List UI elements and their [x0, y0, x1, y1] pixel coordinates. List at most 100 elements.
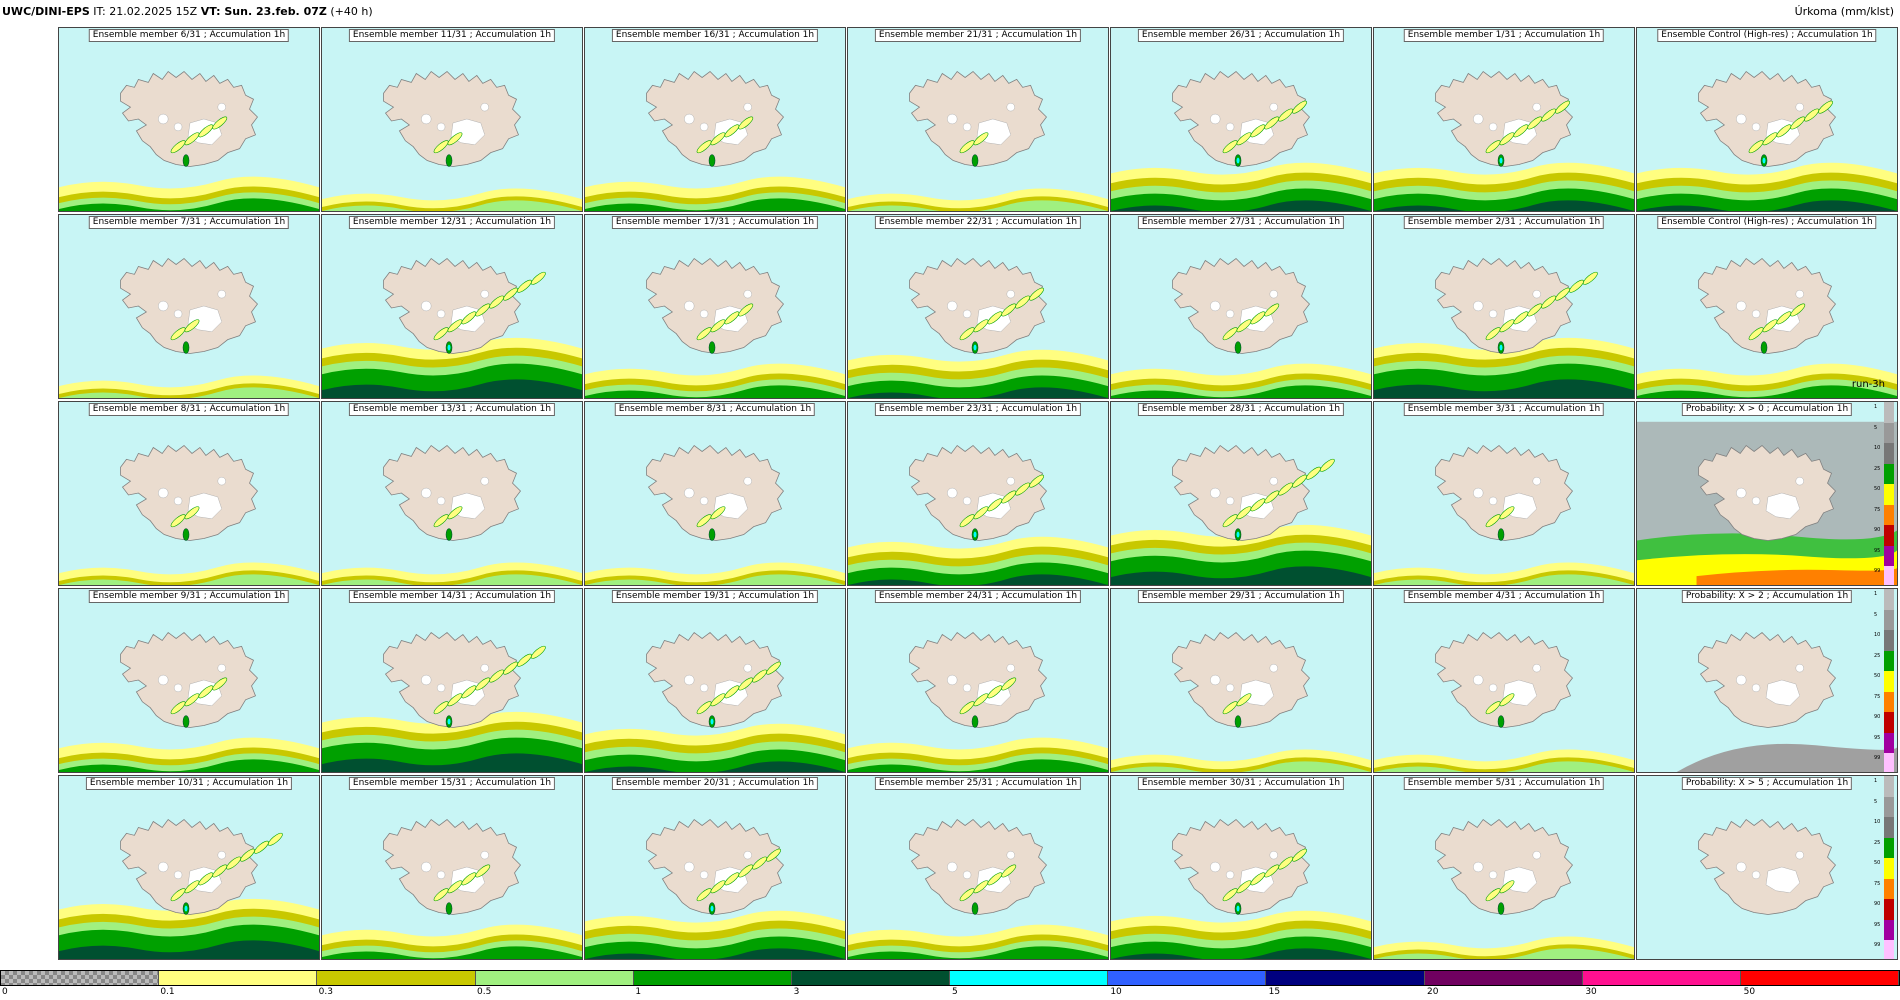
precipitation-map — [848, 28, 1108, 211]
ensemble-member-panel: Ensemble Control (High-res) ; Accumulati… — [1636, 214, 1898, 399]
probability-scale-segment — [1884, 858, 1894, 879]
panel-title: Probability: X > 5 ; Accumulation 1h — [1681, 777, 1853, 790]
panel-title: Ensemble member 3/31 ; Accumulation 1h — [1403, 403, 1605, 416]
probability-scale-segment — [1884, 878, 1894, 900]
probability-scale-segment — [1884, 919, 1894, 941]
precipitation-map — [1637, 28, 1897, 211]
probability-scale-label: 10 — [1874, 819, 1881, 826]
legend-swatch — [950, 971, 1109, 985]
probability-scale-segment — [1884, 712, 1894, 733]
probability-scale-segment — [1884, 650, 1894, 672]
panel-title: Ensemble member 15/31 ; Accumulation 1h — [348, 777, 556, 790]
precipitation-map — [585, 402, 845, 585]
model-name: UWC/DINI-EPS — [2, 5, 90, 18]
panel-title: Ensemble member 2/31 ; Accumulation 1h — [1403, 216, 1605, 229]
ensemble-member-panel: Ensemble member 19/31 ; Accumulation 1h — [584, 588, 846, 773]
ensemble-member-panel: Ensemble member 13/31 ; Accumulation 1h — [321, 401, 583, 586]
probability-scale-label: 10 — [1874, 632, 1881, 639]
panel-title: Ensemble member 8/31 ; Accumulation 1h — [88, 403, 290, 416]
legend-label: 30 — [1585, 987, 1597, 997]
precipitation-map — [322, 589, 582, 772]
precipitation-map — [1374, 28, 1634, 211]
ensemble-member-panel: Ensemble member 5/31 ; Accumulation 1h — [1373, 775, 1635, 960]
legend-label: 1 — [635, 987, 642, 997]
header-left: UWC/DINI-EPS IT: 21.02.2025 15Z VT: Sun.… — [2, 5, 373, 18]
probability-scale-segment — [1884, 753, 1894, 772]
probability-scale-label: 95 — [1874, 734, 1881, 741]
precipitation-map — [848, 589, 1108, 772]
precipitation-map — [59, 402, 319, 585]
probability-scale-label: 5 — [1874, 798, 1878, 805]
panel-title: Ensemble member 19/31 ; Accumulation 1h — [611, 590, 819, 603]
precipitation-map — [1374, 402, 1634, 585]
ensemble-member-panel: Ensemble member 24/31 ; Accumulation 1h — [847, 588, 1109, 773]
probability-scale-segment — [1884, 817, 1894, 838]
probability-scale-segment — [1884, 463, 1894, 485]
ensemble-member-panel: Ensemble member 23/31 ; Accumulation 1h — [847, 401, 1109, 586]
precipitation-map — [59, 215, 319, 398]
legend-swatch — [1740, 971, 1900, 985]
precipitation-map — [59, 776, 319, 959]
panel-title: Ensemble member 26/31 ; Accumulation 1h — [1137, 29, 1345, 42]
valid-time: VT: Sun. 23.feb. 07Z — [200, 5, 327, 18]
probability-scale-segment — [1884, 630, 1894, 651]
legend-swatch — [791, 971, 951, 985]
ensemble-member-panel: Ensemble member 17/31 ; Accumulation 1h — [584, 214, 846, 399]
legend-label: 0.5 — [477, 987, 492, 997]
precipitation-map — [585, 215, 845, 398]
panel-title: Ensemble member 14/31 ; Accumulation 1h — [348, 590, 556, 603]
legend-swatch — [1266, 971, 1425, 985]
precipitation-map — [1111, 776, 1371, 959]
precipitation-map — [1111, 589, 1371, 772]
probability-scale-segment — [1884, 691, 1894, 713]
probability-scale-segment — [1884, 443, 1894, 464]
ensemble-member-panel: Ensemble member 15/31 ; Accumulation 1h — [321, 775, 583, 960]
probability-scale-segment — [1884, 566, 1894, 585]
panel-title: Ensemble member 20/31 ; Accumulation 1h — [611, 777, 819, 790]
legend-label: 0.1 — [160, 987, 175, 997]
legend-swatch — [475, 971, 634, 985]
probability-scale-segment — [1884, 796, 1894, 818]
panel-title: Ensemble member 16/31 ; Accumulation 1h — [611, 29, 819, 42]
probability-scale-segment — [1884, 545, 1894, 567]
probability-scale-segment — [1884, 504, 1894, 526]
ensemble-member-panel: Ensemble member 22/31 ; Accumulation 1h — [847, 214, 1109, 399]
probability-scale-label: 90 — [1874, 714, 1881, 721]
ensemble-member-panel: Ensemble member 3/31 ; Accumulation 1h — [1373, 401, 1635, 586]
precipitation-map — [322, 28, 582, 211]
probability-scale-label: 75 — [1874, 880, 1881, 887]
legend-label: 5 — [952, 987, 958, 997]
panel-title: Ensemble member 28/31 ; Accumulation 1h — [1137, 403, 1345, 416]
precipitation-map — [1374, 215, 1634, 398]
ensemble-member-panel: Ensemble member 27/31 ; Accumulation 1h — [1110, 214, 1372, 399]
panel-title: Ensemble member 6/31 ; Accumulation 1h — [88, 29, 290, 42]
ensemble-member-panel: Ensemble member 26/31 ; Accumulation 1h — [1110, 27, 1372, 212]
panel-title: Ensemble member 1/31 ; Accumulation 1h — [1403, 29, 1605, 42]
ensemble-member-panel: Ensemble member 16/31 ; Accumulation 1h — [584, 27, 846, 212]
precipitation-map — [848, 402, 1108, 585]
probability-scale-segment — [1884, 589, 1894, 610]
ensemble-member-panel: Ensemble member 10/31 ; Accumulation 1h — [58, 775, 320, 960]
probability-scale-segment — [1884, 776, 1894, 797]
panel-note: run-3h — [1851, 379, 1885, 390]
initial-time: IT: 21.02.2025 15Z — [93, 5, 198, 18]
precipitation-map — [1374, 776, 1634, 959]
probability-scale-label: 25 — [1874, 839, 1881, 846]
probability-scale-label: 25 — [1874, 465, 1881, 472]
probability-scale-segment — [1884, 484, 1894, 505]
panel-title: Ensemble member 7/31 ; Accumulation 1h — [88, 216, 290, 229]
panel-title: Ensemble member 8/31 ; Accumulation 1h — [614, 403, 816, 416]
panel-title: Ensemble member 29/31 ; Accumulation 1h — [1137, 590, 1345, 603]
panel-title: Ensemble Control (High-res) ; Accumulati… — [1657, 216, 1877, 229]
panel-title: Ensemble member 13/31 ; Accumulation 1h — [348, 403, 556, 416]
precipitation-map — [1111, 215, 1371, 398]
legend-swatch — [633, 971, 792, 985]
precipitation-map — [59, 589, 319, 772]
probability-scale-segment — [1884, 837, 1894, 859]
legend-swatch — [1, 971, 160, 985]
probability-scale-label: 1 — [1874, 404, 1878, 410]
probability-scale-label: 99 — [1874, 568, 1881, 575]
legend-label: 0.3 — [318, 987, 333, 997]
probability-scale-label: 90 — [1874, 527, 1881, 534]
panel-title: Ensemble member 23/31 ; Accumulation 1h — [874, 403, 1082, 416]
